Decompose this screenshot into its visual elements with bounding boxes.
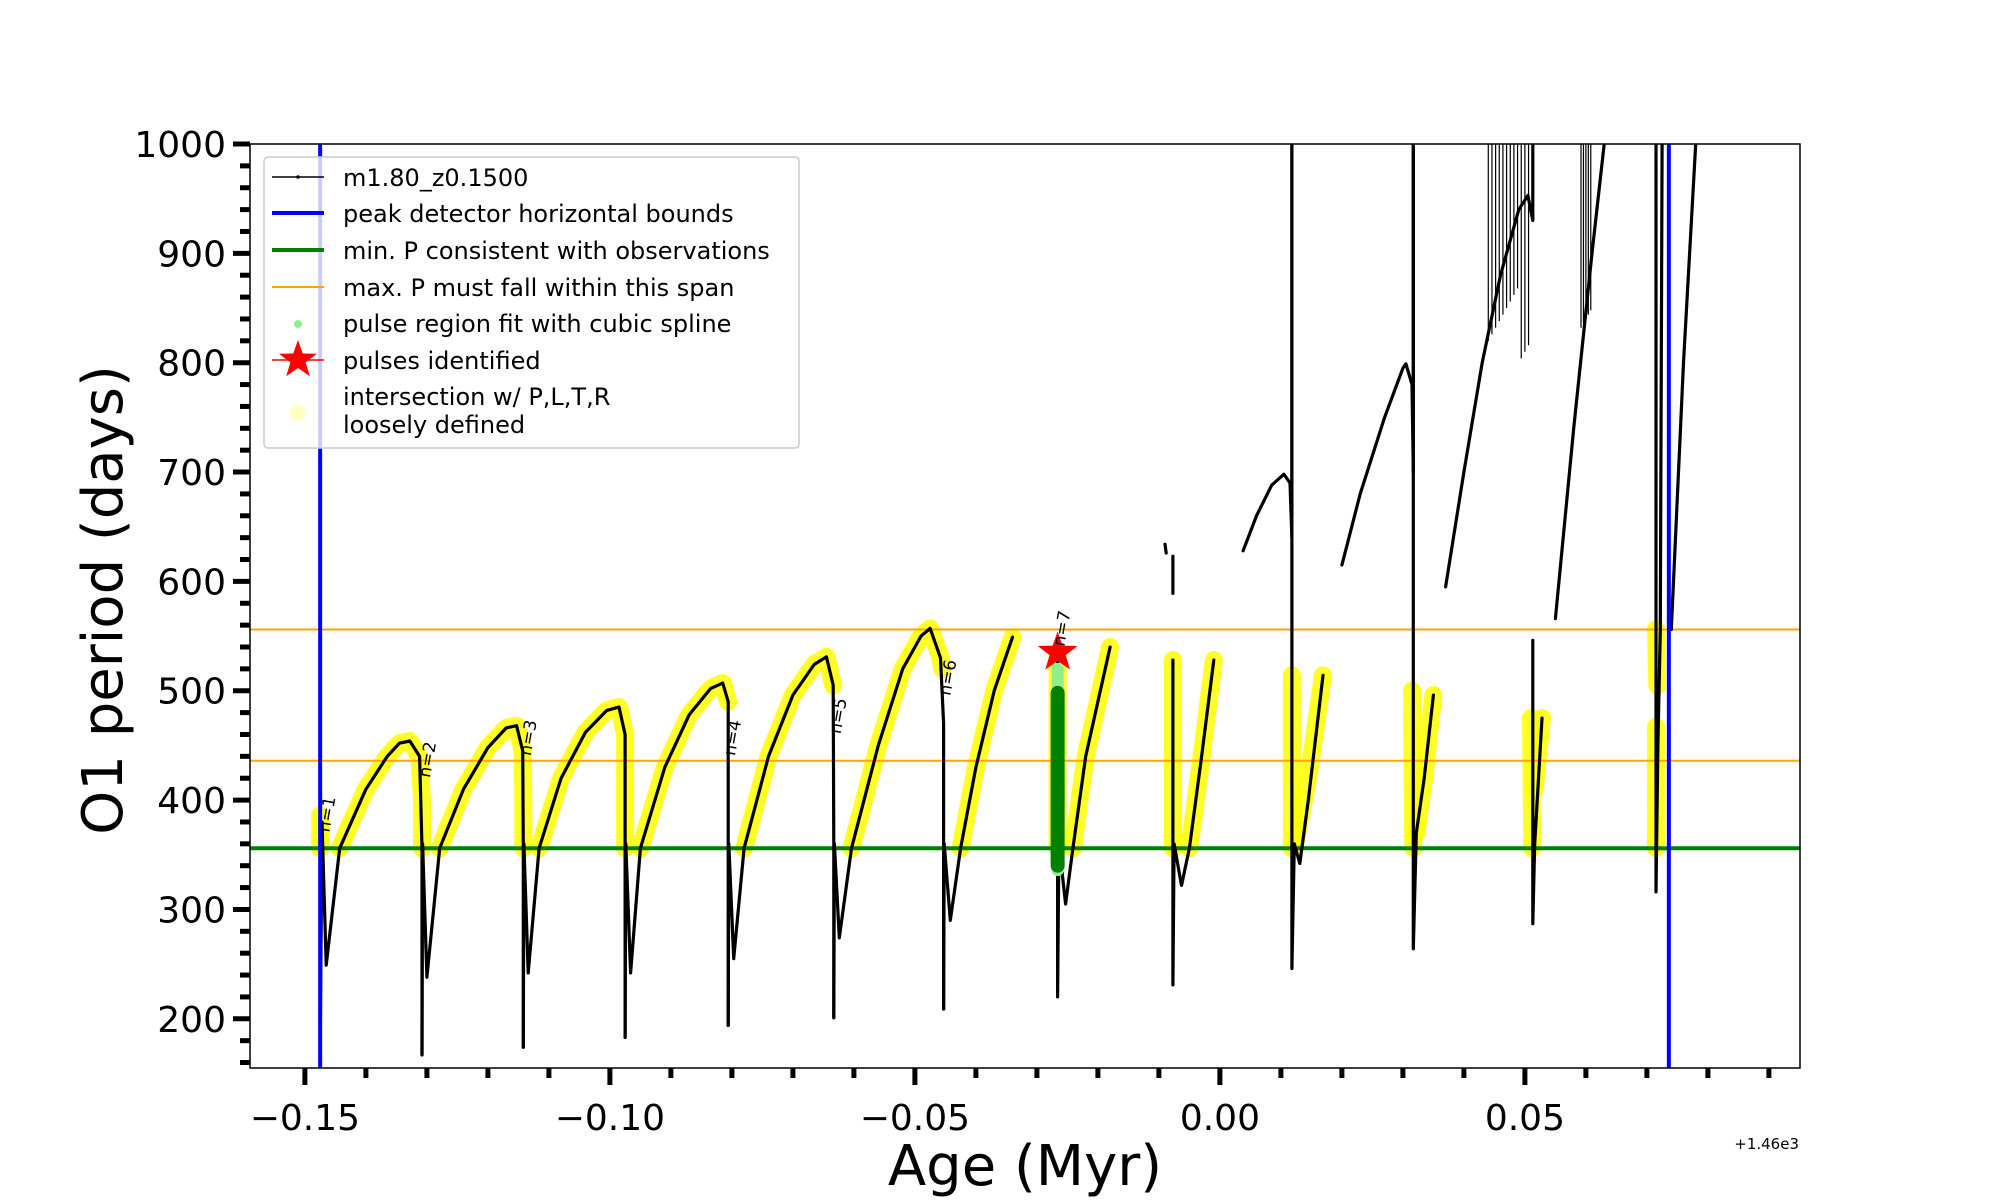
legend-label: intersection w/ P,L,T,R: [343, 383, 610, 411]
y-tick-label: 500: [157, 672, 226, 713]
y-axis-title: O1 period (days): [71, 365, 136, 835]
x-tick-label: −0.05: [860, 1098, 970, 1139]
legend-item-spline: pulse region fit with cubic spline: [294, 310, 731, 338]
legend-item-bounds: peak detector horizontal bounds: [272, 200, 734, 228]
x-tick-label: 0.00: [1180, 1098, 1260, 1139]
legend-label: min. P consistent with observations: [343, 237, 770, 265]
x-offset-label: +1.46e3: [1734, 1135, 1799, 1153]
reference-lines: [250, 628, 1800, 851]
track-segment: [1163, 542, 1168, 555]
legend-item-star: pulses identified: [272, 340, 541, 377]
track-segment: [1171, 658, 1216, 987]
y-tick-label: 1000: [134, 125, 226, 166]
plot-frame: [249, 143, 1801, 1069]
y-tick-label: 900: [157, 234, 226, 275]
x-axis-title: Age (Myr): [888, 1134, 1162, 1199]
track-segment: [1531, 638, 1544, 926]
legend-item-max-p: max. P must fall within this span: [272, 274, 734, 302]
track-segment: [521, 705, 627, 1049]
star-icon: [279, 340, 317, 377]
track-segment: [1669, 144, 1698, 632]
pulse-star-marker: [1037, 631, 1078, 670]
track-segment: [726, 655, 836, 1027]
legend-box: [263, 156, 800, 449]
track-segment: [942, 635, 1015, 1011]
track-segment: [1553, 144, 1606, 621]
legend-label: m1.80_z0.1500: [343, 164, 528, 192]
y-tick-label: 200: [157, 1000, 226, 1041]
pulses-identified: [1037, 631, 1078, 670]
legend-item-min-p: min. P consistent with observations: [272, 237, 770, 265]
track-segment: [420, 724, 525, 1057]
y-tick-label: 800: [157, 344, 226, 385]
y-axis: 200 300 400 500 600 700 800 900 1000: [134, 125, 250, 1066]
legend-item-intersection: intersection w/ P,L,T,R loosely defined: [290, 383, 610, 439]
x-tick-label: −0.15: [250, 1098, 360, 1139]
x-tick-label: 0.05: [1485, 1098, 1565, 1139]
legend: m1.80_z0.1500 peak detector horizontal b…: [263, 156, 800, 449]
legend-label: peak detector horizontal bounds: [343, 200, 734, 228]
legend-label: max. P must fall within this span: [343, 274, 734, 302]
y-tick-label: 600: [157, 562, 226, 603]
legend-label-line2: loosely defined: [343, 411, 525, 439]
legend-label: pulses identified: [343, 347, 541, 375]
track-segment: [1056, 645, 1112, 999]
track-segment: [1654, 144, 1664, 894]
x-tick-label: −0.10: [555, 1098, 665, 1139]
y-tick-label: 700: [157, 453, 226, 494]
track-segment: [1290, 144, 1325, 971]
legend-item-track: m1.80_z0.1500: [272, 164, 528, 192]
y-tick-label: 400: [157, 781, 226, 822]
track-segment: [623, 681, 730, 1039]
legend-label: pulse region fit with cubic spline: [343, 310, 731, 338]
x-axis: −0.15 −0.10 −0.05 0.00 0.05: [250, 1068, 1772, 1139]
track-segment: [1411, 144, 1435, 951]
track-segment: [1444, 144, 1535, 589]
track-segment: [832, 626, 946, 1020]
y-tick-label: 300: [157, 890, 226, 931]
